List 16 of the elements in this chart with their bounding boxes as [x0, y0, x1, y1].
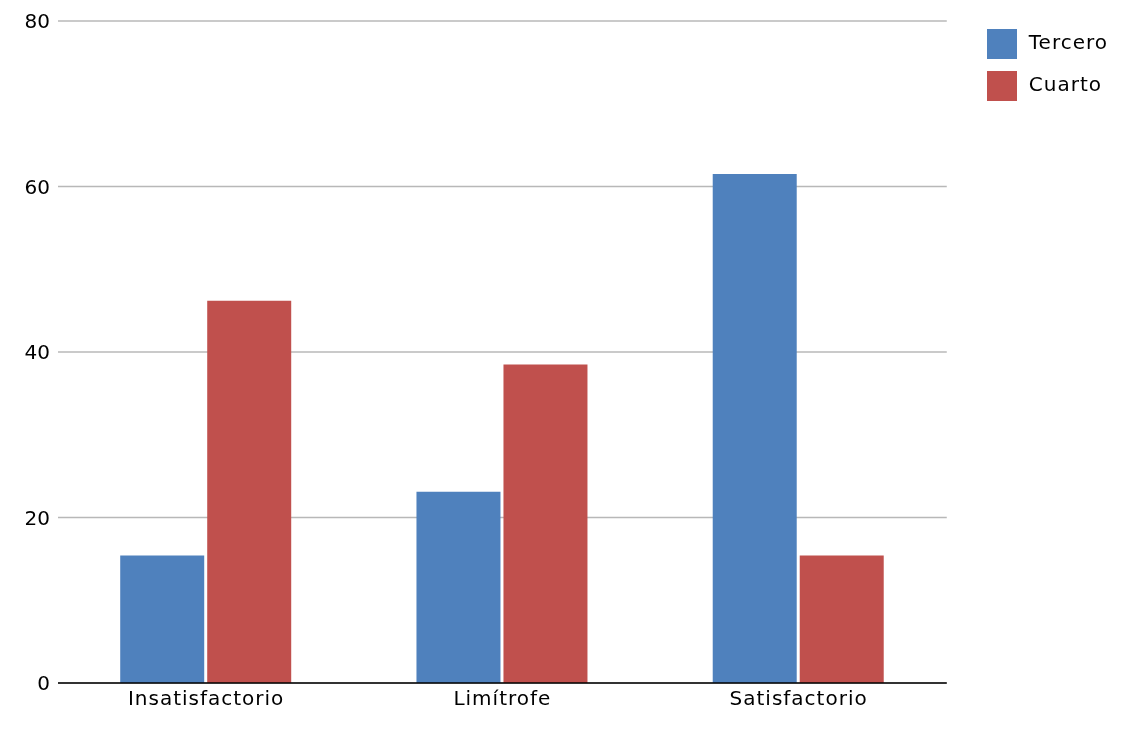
x-tick-label: Satisfactorio [729, 686, 868, 711]
legend-label: Tercero [1028, 30, 1108, 54]
bar [799, 555, 884, 683]
bar [712, 174, 797, 683]
bar [503, 364, 588, 683]
y-tick-label: 20 [24, 505, 50, 530]
bar [207, 300, 292, 683]
y-tick-label: 40 [24, 340, 50, 365]
bar [416, 491, 501, 683]
legend-label: Cuarto [1028, 72, 1102, 96]
y-tick-label: 60 [24, 174, 50, 199]
x-tick-label: Insatisfactorio [127, 686, 285, 711]
y-tick-label: 80 [24, 9, 50, 34]
y-tick-label: 0 [37, 671, 50, 696]
bar [120, 555, 205, 683]
x-tick-label: Limítrofe [453, 686, 552, 711]
